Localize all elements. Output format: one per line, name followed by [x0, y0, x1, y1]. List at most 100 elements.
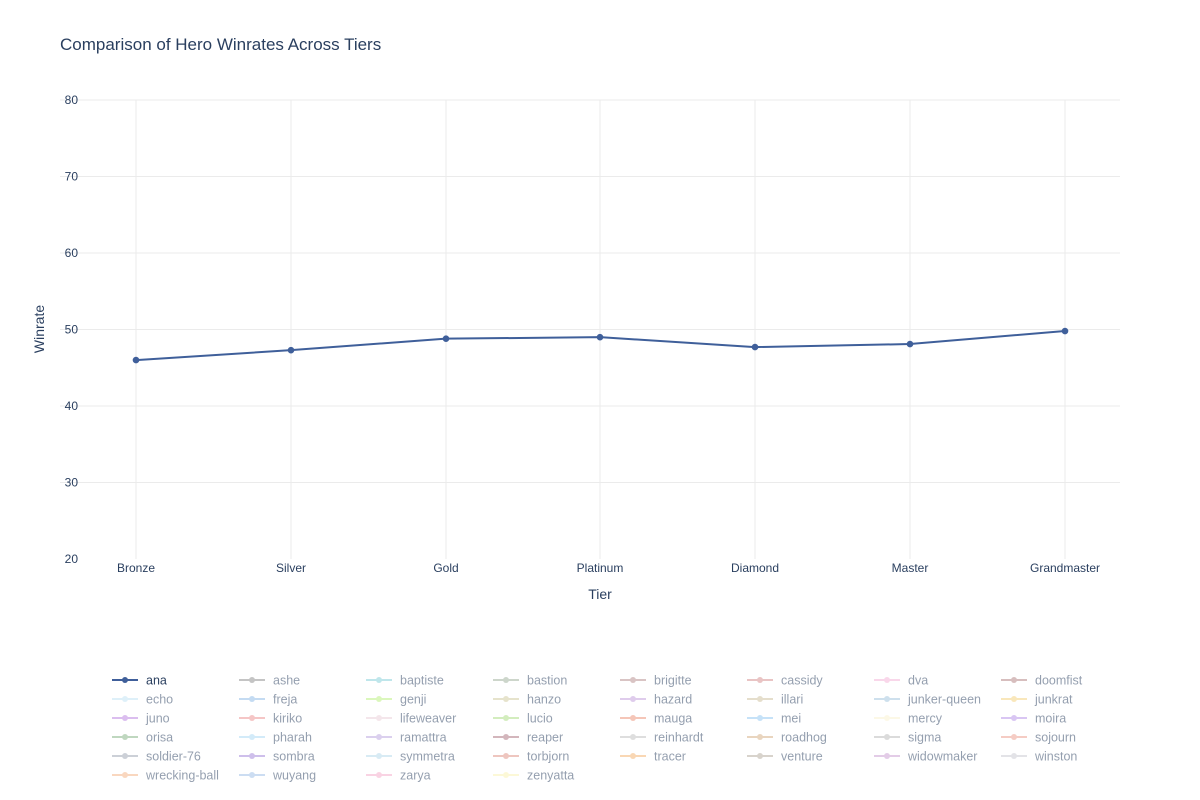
legend-item-freja[interactable]: freja — [239, 693, 297, 707]
legend-item-doomfist[interactable]: doomfist — [1001, 674, 1083, 688]
legend-item-wuyang[interactable]: wuyang — [239, 769, 316, 783]
legend-swatch-marker — [630, 734, 636, 740]
legend-item-lucio[interactable]: lucio — [493, 712, 553, 726]
legend-item-hanzo[interactable]: hanzo — [493, 693, 561, 707]
legend-item-kiriko[interactable]: kiriko — [239, 712, 302, 726]
legend-item-tracer[interactable]: tracer — [620, 750, 686, 764]
legend-swatch-marker — [884, 734, 890, 740]
legend-item-moira[interactable]: moira — [1001, 712, 1066, 726]
legend-item-bastion[interactable]: bastion — [493, 674, 567, 688]
legend-item-winston[interactable]: winston — [1001, 750, 1077, 764]
legend-label: ana — [146, 674, 167, 688]
legend-label: freja — [273, 693, 297, 707]
legend-item-ashe[interactable]: ashe — [239, 674, 300, 688]
legend-item-soldier-76[interactable]: soldier-76 — [112, 750, 201, 764]
legend-label: sigma — [908, 731, 941, 745]
legend-label: zenyatta — [527, 769, 574, 783]
legend-label: sojourn — [1035, 731, 1076, 745]
legend-label: reaper — [527, 731, 563, 745]
legend-swatch-marker — [1011, 734, 1017, 740]
legend-item-ramattra[interactable]: ramattra — [366, 731, 447, 745]
legend-item-mei[interactable]: mei — [747, 712, 801, 726]
legend-item-genji[interactable]: genji — [366, 693, 426, 707]
legend-label: reinhardt — [654, 731, 704, 745]
data-point-ana — [907, 341, 914, 348]
legend-item-zenyatta[interactable]: zenyatta — [493, 769, 574, 783]
legend-label: bastion — [527, 674, 567, 688]
legend-label: soldier-76 — [146, 750, 201, 764]
legend-item-mauga[interactable]: mauga — [620, 712, 692, 726]
legend-swatch-marker — [122, 677, 128, 683]
y-tick-label: 40 — [65, 399, 79, 413]
legend-item-lifeweaver[interactable]: lifeweaver — [366, 712, 456, 726]
legend-item-junker-queen[interactable]: junker-queen — [874, 693, 981, 707]
legend-swatch-marker — [376, 753, 382, 759]
legend-swatch-marker — [249, 696, 255, 702]
legend-item-dva[interactable]: dva — [874, 674, 928, 688]
legend-label: zarya — [400, 769, 431, 783]
legend-label: junkrat — [1034, 693, 1073, 707]
legend-swatch-marker — [249, 715, 255, 721]
legend-swatch-marker — [122, 734, 128, 740]
legend-swatch-marker — [1011, 696, 1017, 702]
legend-label: dva — [908, 674, 928, 688]
legend-label: venture — [781, 750, 823, 764]
y-axis-title: Winrate — [31, 305, 47, 353]
legend-swatch-marker — [757, 715, 763, 721]
y-axis: 20 30 40 50 60 70 80 — [65, 93, 79, 566]
legend-swatch-marker — [122, 772, 128, 778]
legend-label: roadhog — [781, 731, 827, 745]
legend-swatch-marker — [757, 753, 763, 759]
legend-item-mercy[interactable]: mercy — [874, 712, 943, 726]
legend-label: mei — [781, 712, 801, 726]
legend-item-widowmaker[interactable]: widowmaker — [874, 750, 977, 764]
legend-item-illari[interactable]: illari — [747, 693, 803, 707]
legend-item-reinhardt[interactable]: reinhardt — [620, 731, 704, 745]
y-tick-label: 60 — [65, 246, 79, 260]
legend-swatch-marker — [503, 677, 509, 683]
data-point-ana — [752, 344, 759, 351]
legend-item-zarya[interactable]: zarya — [366, 769, 431, 783]
legend-swatch-marker — [376, 715, 382, 721]
legend-label: ramattra — [400, 731, 447, 745]
legend-swatch-marker — [884, 677, 890, 683]
legend-item-baptiste[interactable]: baptiste — [366, 674, 444, 688]
legend-label: pharah — [273, 731, 312, 745]
legend-item-ana[interactable]: ana — [112, 674, 167, 688]
legend-item-echo[interactable]: echo — [112, 693, 173, 707]
legend-item-venture[interactable]: venture — [747, 750, 823, 764]
legend-item-reaper[interactable]: reaper — [493, 731, 563, 745]
legend-item-roadhog[interactable]: roadhog — [747, 731, 827, 745]
data-point-ana — [288, 347, 295, 354]
x-axis: Bronze Silver Gold Platinum Diamond Master Gra… — [117, 561, 1100, 575]
legend-item-brigitte[interactable]: brigitte — [620, 674, 692, 688]
legend-item-orisa[interactable]: orisa — [112, 731, 173, 745]
legend-label: sombra — [273, 750, 315, 764]
legend-item-hazard[interactable]: hazard — [620, 693, 692, 707]
legend-item-sojourn[interactable]: sojourn — [1001, 731, 1076, 745]
data-point-ana — [133, 357, 140, 364]
legend-item-sombra[interactable]: sombra — [239, 750, 315, 764]
legend-item-cassidy[interactable]: cassidy — [747, 674, 823, 688]
chart-title: Comparison of Hero Winrates Across Tiers — [60, 35, 381, 54]
legend: ana ashe baptiste bastion brigitte cassidy dva… — [112, 674, 1083, 783]
legend-label: doomfist — [1035, 674, 1083, 688]
legend-swatch-marker — [630, 677, 636, 683]
legend-item-torbjorn[interactable]: torbjorn — [493, 750, 569, 764]
legend-item-pharah[interactable]: pharah — [239, 731, 312, 745]
legend-item-wrecking-ball[interactable]: wrecking-ball — [112, 769, 219, 783]
x-tick-label: Bronze — [117, 561, 155, 575]
legend-label: tracer — [654, 750, 686, 764]
legend-swatch-marker — [757, 734, 763, 740]
legend-label: winston — [1034, 750, 1077, 764]
legend-item-sigma[interactable]: sigma — [874, 731, 941, 745]
legend-label: wrecking-ball — [145, 769, 219, 783]
legend-item-juno[interactable]: juno — [112, 712, 170, 726]
legend-item-junkrat[interactable]: junkrat — [1001, 693, 1073, 707]
legend-swatch-marker — [757, 677, 763, 683]
legend-label: widowmaker — [907, 750, 977, 764]
legend-item-symmetra[interactable]: symmetra — [366, 750, 455, 764]
x-tick-label: Master — [892, 561, 929, 575]
